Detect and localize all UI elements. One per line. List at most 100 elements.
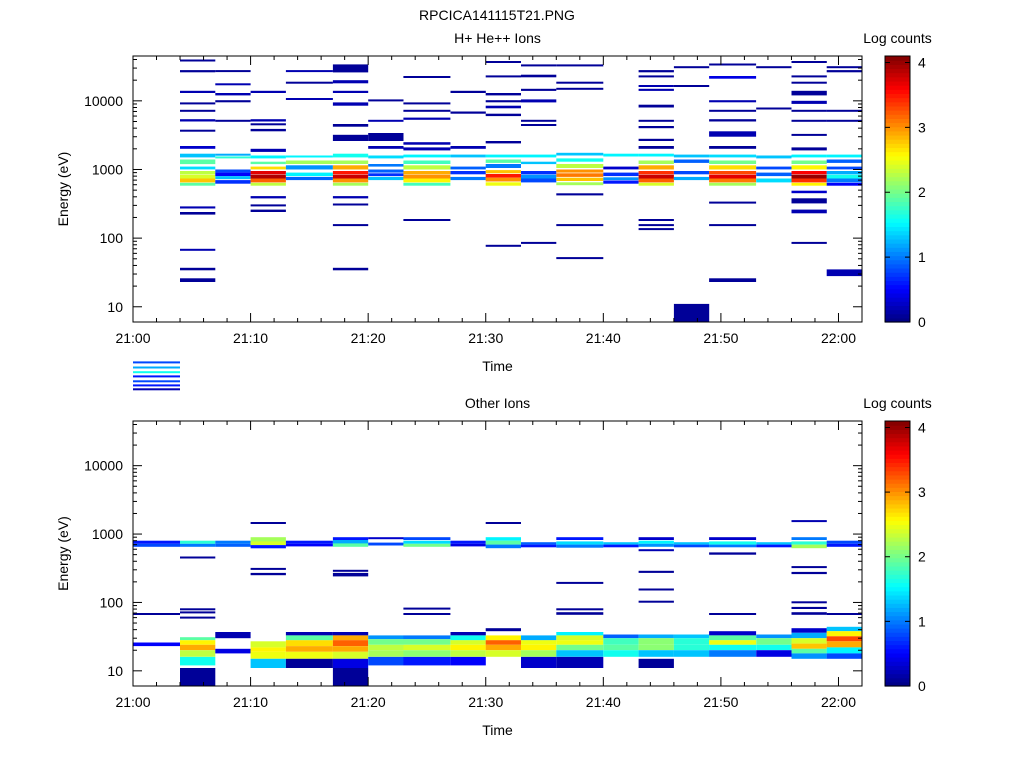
heatmap-cell <box>285 155 333 158</box>
x-tick-label: 21:50 <box>703 694 738 710</box>
heatmap-cell <box>791 612 827 615</box>
heatmap-cell <box>250 572 286 576</box>
heatmap-cell <box>709 635 757 641</box>
heatmap-cell <box>709 544 757 548</box>
heatmap-cell <box>826 178 862 183</box>
heatmap-cell <box>285 70 333 73</box>
heatmap-cell <box>250 123 286 126</box>
x-tick-label: 21:30 <box>468 330 503 346</box>
heatmap-cell <box>285 160 333 164</box>
heatmap-cell <box>638 570 674 573</box>
heatmap-cell <box>521 544 557 548</box>
heatmap-cell <box>332 543 369 547</box>
colorbar-label: Log counts <box>863 30 932 46</box>
heatmap-cell <box>180 182 216 186</box>
heatmap-cell <box>180 611 216 614</box>
heatmap-cell <box>332 651 369 659</box>
heatmap-cell <box>332 165 369 170</box>
heatmap-cell <box>556 632 604 636</box>
heatmap-cell <box>250 641 286 648</box>
x-axis: 21:00 21:10 21:20 21:30 21:40 21:50 22:00 <box>115 421 863 710</box>
heatmap-cell <box>556 193 604 196</box>
heatmap-cells <box>133 520 862 686</box>
heatmap-cell <box>521 171 557 175</box>
heatmap-cell <box>521 635 557 641</box>
heatmap-cell <box>791 632 827 639</box>
heatmap-cell <box>368 644 404 651</box>
heatmap-cell <box>826 174 862 179</box>
x-tick-label: 21:40 <box>586 330 621 346</box>
heatmap-cell <box>826 540 862 544</box>
heatmap-cell <box>556 81 604 84</box>
x-tick-label: 21:40 <box>586 694 621 710</box>
heatmap-cell <box>756 542 792 545</box>
heatmap-cell <box>133 613 180 615</box>
heatmap-cell <box>638 182 674 186</box>
heatmap-cell <box>332 171 369 175</box>
heatmap-cell <box>826 159 862 163</box>
heatmap-cell <box>638 75 674 78</box>
heatmap-cell <box>709 278 757 282</box>
y-tick-label: 10 <box>107 299 123 315</box>
heatmap-cell <box>133 388 180 391</box>
heatmap-cell <box>133 375 180 378</box>
heatmap-cell <box>368 155 404 159</box>
heatmap-cell <box>285 165 333 170</box>
heatmap-cell <box>556 612 604 615</box>
y-tick-label: 100 <box>100 594 124 610</box>
heatmap-cell <box>673 638 710 645</box>
heatmap-cell <box>332 540 369 544</box>
heatmap-cell <box>791 81 827 84</box>
heatmap-cell <box>332 632 369 636</box>
heatmap-cell <box>709 174 757 179</box>
heatmap-cell <box>403 154 451 158</box>
heatmap-cell <box>215 100 251 103</box>
heatmap-cell <box>180 650 216 657</box>
heatmap-cell <box>403 117 451 120</box>
heatmap-cell <box>450 90 486 93</box>
heatmap-cell <box>673 303 710 322</box>
y-axis: 10 100 1000 10000 <box>84 423 862 679</box>
heatmap-cell <box>791 544 827 549</box>
heatmap-cell <box>250 119 286 122</box>
heatmap-cell <box>485 177 521 182</box>
heatmap-cell <box>638 138 674 141</box>
heatmap-cell <box>791 606 827 609</box>
heatmap-cell <box>556 169 604 173</box>
heatmap-cell <box>756 650 792 657</box>
x-axis: 21:00 21:10 21:20 21:30 21:40 21:50 22:00 <box>115 56 863 346</box>
heatmap-cell <box>180 248 216 251</box>
heatmap-cell <box>521 161 557 165</box>
heatmap-cell <box>250 171 286 175</box>
heatmap-cell <box>756 66 792 69</box>
heatmap-cell <box>791 160 827 164</box>
heatmap-cell <box>826 166 862 170</box>
heatmap-cell <box>826 171 862 175</box>
heatmap-cell <box>332 124 369 127</box>
heatmap-cell <box>756 107 792 110</box>
heatmap-cell <box>791 541 827 545</box>
heatmap-cell <box>450 171 486 175</box>
heatmap-cell <box>826 154 862 158</box>
heatmap-cell <box>485 640 521 645</box>
heatmap-cell <box>215 543 251 547</box>
heatmap-cell <box>403 147 451 151</box>
heatmap-cell <box>485 644 521 651</box>
heatmap-cell <box>556 635 604 641</box>
heatmap-cell <box>791 119 827 122</box>
heatmap-cell <box>180 668 216 686</box>
heatmap-cell <box>521 640 557 645</box>
heatmap-cell <box>215 176 251 180</box>
panel-title: H+ He++ Ions <box>454 30 541 46</box>
heatmap-cell <box>791 165 827 170</box>
heatmap-cell <box>133 371 180 374</box>
heatmap-cell <box>250 567 286 570</box>
heatmap-cell <box>368 133 404 141</box>
heatmap-cell <box>709 109 757 112</box>
heatmap-cell <box>638 543 674 547</box>
heatmap-cell <box>250 541 286 545</box>
heatmap-cell <box>485 635 521 641</box>
heatmap-cell <box>485 154 521 158</box>
heatmap-cell <box>638 70 674 73</box>
heatmap-cell <box>638 88 674 91</box>
